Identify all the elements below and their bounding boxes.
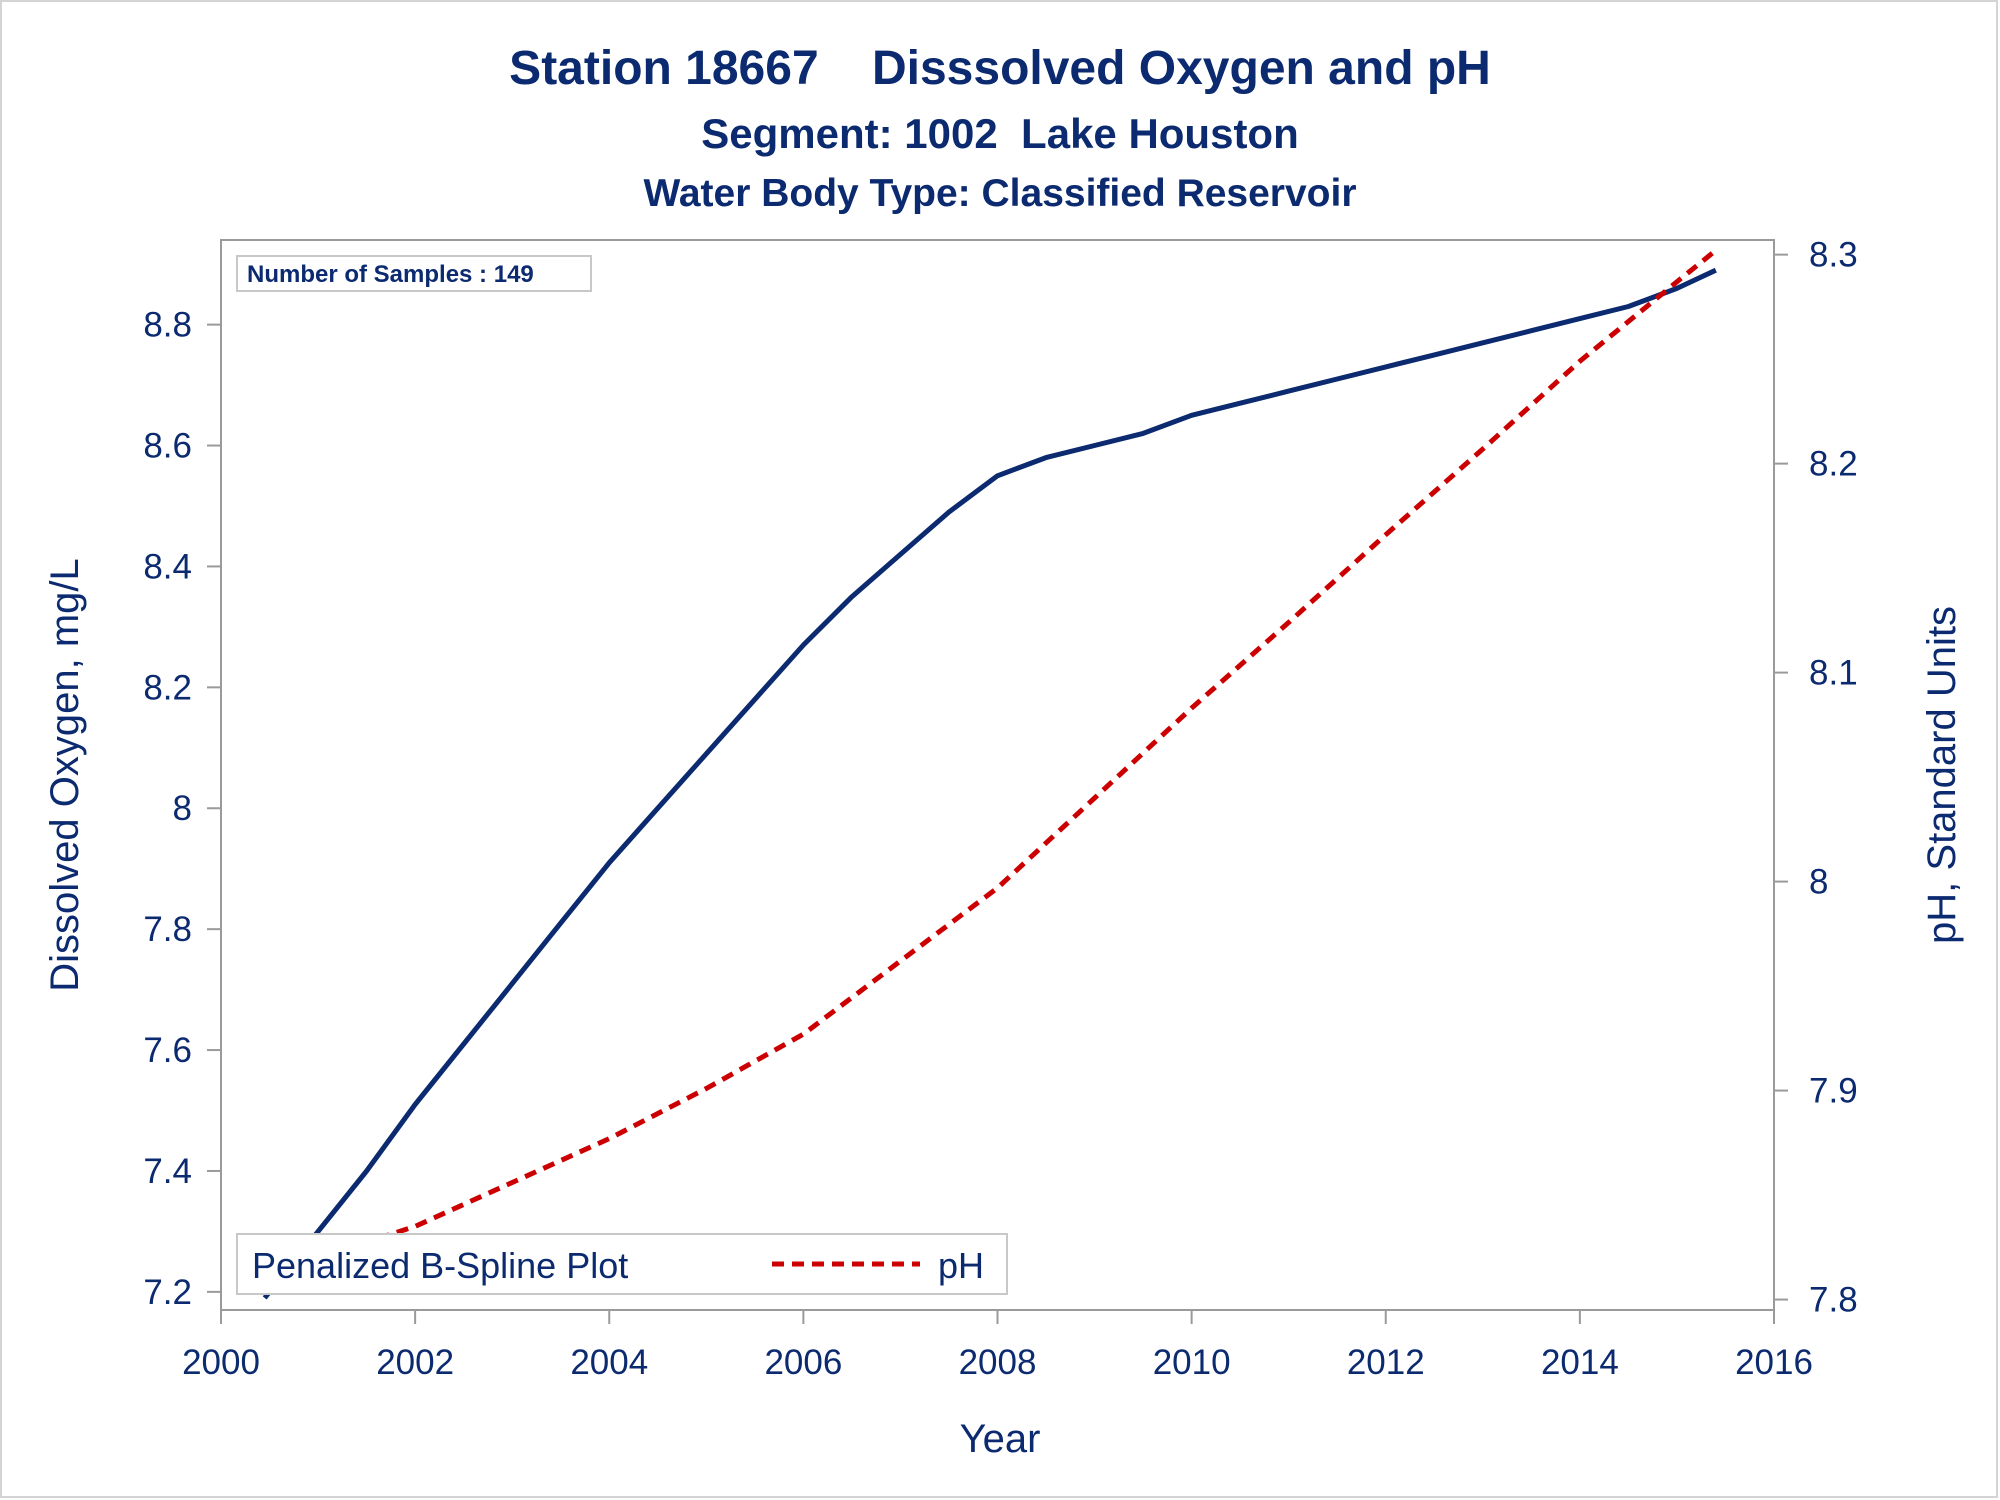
x-tick-label: 2004 [570,1343,648,1382]
y2-axis-label: pH, Standard Units [1920,606,1964,944]
x-axis-label: Year [960,1417,1041,1461]
sample-count-text: Number of Samples : 149 [247,261,534,288]
y2-tick-label: 8 [1809,863,1828,902]
ph-series-line [263,248,1718,1282]
y-tick-label: 8.4 [143,547,192,586]
y-tick-label: 7.2 [143,1273,192,1312]
y2-tick-label: 8.1 [1809,654,1858,693]
y-tick-label: 8 [173,789,192,828]
y2-tick-label: 8.2 [1809,445,1858,484]
chart-title: Station 18667 Disssolved Oxygen and pH [509,42,1491,95]
x-tick-label: 2014 [1541,1343,1619,1382]
x-tick-label: 2010 [1153,1343,1231,1382]
x-tick-label: 2006 [764,1343,842,1382]
sample-count-box [236,255,592,292]
legend-title: Penalized B-Spline Plot [252,1245,628,1286]
x-tick-label: 2000 [182,1343,260,1382]
plot-area [220,239,1775,1311]
y2-tick-label: 7.8 [1809,1281,1858,1320]
y-tick-label: 7.6 [143,1031,192,1070]
x-tick-label: 2002 [376,1343,454,1382]
chart-subtitle-waterbody: Water Body Type: Classified Reservoir [643,172,1356,215]
y2-tick-label: 7.9 [1809,1072,1858,1111]
chart-subtitle-segment: Segment: 1002 Lake Houston [701,110,1299,157]
y-tick-label: 7.8 [143,910,192,949]
y-tick-label: 8.6 [143,427,192,466]
series-layer [262,248,1718,1300]
y-axis-label: Dissolved Oxygen, mg/L [43,558,87,992]
y-tick-label: 7.4 [143,1152,192,1191]
legend-label-ph: pH [938,1245,984,1286]
axes: 2000 2002 2004 2006 2008 2010 2012 2014 2016 7.2 7… [143,236,1857,1382]
x-tick-label: 2016 [1735,1343,1813,1382]
dissolved-oxygen-series-line [262,267,1717,1300]
x-tick-label: 2012 [1347,1343,1425,1382]
x-tick-label: 2008 [959,1343,1037,1382]
y-tick-label: 8.2 [143,668,192,707]
y2-tick-label: 8.3 [1809,236,1858,275]
y-tick-label: 8.8 [143,306,192,345]
